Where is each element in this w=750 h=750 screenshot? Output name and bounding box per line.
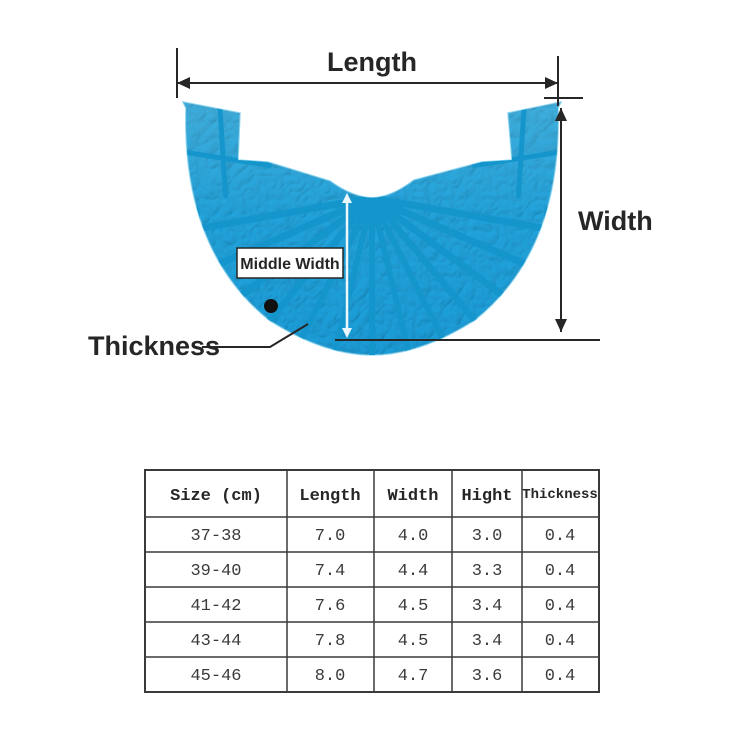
svg-text:3.6: 3.6 [472, 667, 503, 686]
svg-text:Length: Length [327, 47, 417, 77]
svg-text:41-42: 41-42 [190, 597, 241, 616]
svg-text:3.4: 3.4 [472, 597, 503, 616]
svg-text:7.0: 7.0 [315, 527, 346, 546]
svg-text:7.4: 7.4 [315, 562, 346, 581]
svg-text:4.4: 4.4 [398, 562, 429, 581]
svg-text:43-44: 43-44 [190, 632, 241, 651]
svg-text:0.4: 0.4 [545, 527, 576, 546]
svg-text:4.0: 4.0 [398, 527, 429, 546]
svg-text:Thickness: Thickness [522, 487, 598, 503]
svg-text:Width: Width [578, 206, 653, 236]
svg-text:3.3: 3.3 [472, 562, 503, 581]
svg-text:Thickness: Thickness [88, 331, 220, 361]
svg-text:4.5: 4.5 [398, 597, 429, 616]
svg-text:Middle Width: Middle Width [240, 256, 339, 273]
svg-text:Size (cm): Size (cm) [170, 487, 262, 506]
svg-text:45-46: 45-46 [190, 667, 241, 686]
svg-text:4.5: 4.5 [398, 632, 429, 651]
svg-text:0.4: 0.4 [545, 562, 576, 581]
svg-text:7.6: 7.6 [315, 597, 346, 616]
svg-text:4.7: 4.7 [398, 667, 429, 686]
svg-text:Hight: Hight [461, 487, 512, 506]
svg-text:39-40: 39-40 [190, 562, 241, 581]
svg-text:3.4: 3.4 [472, 632, 503, 651]
svg-text:37-38: 37-38 [190, 527, 241, 546]
svg-text:0.4: 0.4 [545, 597, 576, 616]
svg-text:Width: Width [387, 487, 438, 506]
svg-text:0.4: 0.4 [545, 632, 576, 651]
svg-text:Length: Length [299, 487, 360, 506]
svg-text:8.0: 8.0 [315, 667, 346, 686]
svg-text:3.0: 3.0 [472, 527, 503, 546]
svg-text:0.4: 0.4 [545, 667, 576, 686]
svg-text:7.8: 7.8 [315, 632, 346, 651]
